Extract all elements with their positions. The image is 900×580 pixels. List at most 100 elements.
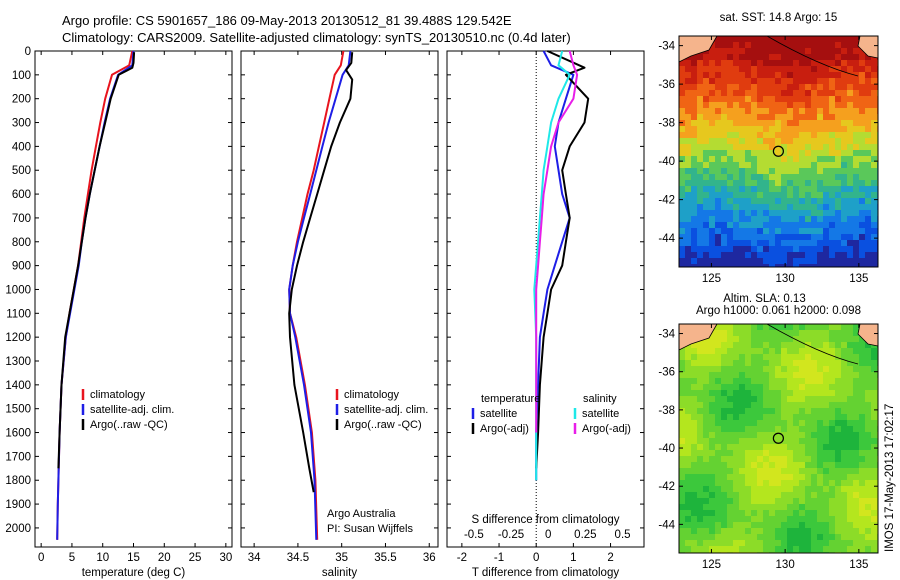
heatmap-cell [865, 228, 872, 235]
heatmap-cell [859, 510, 866, 517]
y-tick-label: -40 [658, 156, 675, 168]
heatmap-cell [865, 150, 872, 157]
heatmap-cell [847, 462, 854, 469]
heatmap-cell [715, 444, 722, 451]
heatmap-cell [715, 474, 722, 481]
heatmap-cell [739, 174, 746, 181]
heatmap-cell [847, 48, 854, 55]
heatmap-cell [745, 120, 752, 127]
heatmap-cell [811, 90, 818, 97]
legend-label: Argo(-adj) [480, 423, 529, 435]
heatmap-cell [805, 120, 812, 127]
heatmap-cell [721, 432, 728, 439]
heatmap-cell [829, 138, 836, 145]
heatmap-cell [787, 36, 794, 43]
heatmap-cell [721, 486, 728, 493]
heatmap-cell [835, 120, 842, 127]
heatmap-cell [835, 342, 842, 349]
heatmap-cell [859, 264, 866, 268]
heatmap-cell [853, 246, 860, 253]
salinity-tick-label: 0 [545, 529, 551, 541]
heatmap-cell [829, 102, 836, 109]
heatmap-cell [727, 222, 734, 229]
heatmap-cell [853, 414, 860, 421]
heatmap-cell [685, 348, 692, 355]
heatmap-cell [841, 534, 848, 541]
heatmap-cell [865, 132, 872, 139]
heatmap-cell [763, 156, 770, 163]
heatmap-cell [823, 330, 830, 337]
heatmap-cell [859, 78, 866, 85]
heatmap-cell [727, 432, 734, 439]
heatmap-cell [685, 228, 692, 235]
heatmap-cell [853, 402, 860, 409]
heatmap-cell [793, 108, 800, 115]
heatmap-cell [859, 48, 866, 55]
heatmap-cell [817, 162, 824, 169]
heatmap-cell [721, 504, 728, 511]
heatmap-cell [871, 366, 878, 373]
heatmap-cell [781, 228, 788, 235]
heatmap-cell [871, 420, 878, 427]
heatmap-cell [823, 126, 830, 133]
heatmap-cell [763, 216, 770, 223]
heatmap-cell [823, 384, 830, 391]
heatmap-cell [829, 174, 836, 181]
heatmap-cell [829, 108, 836, 115]
heatmap-cell [805, 156, 812, 163]
heatmap-cell [871, 150, 878, 157]
heatmap-cell [775, 510, 782, 517]
heatmap-cell [775, 54, 782, 61]
heatmap-cell [835, 36, 842, 43]
heatmap-cell [799, 168, 806, 175]
heatmap-cell [757, 528, 764, 535]
heatmap-cell [805, 150, 812, 157]
heatmap-cell [697, 342, 704, 349]
y-tick-label: 1500 [5, 404, 31, 416]
heatmap-cell [811, 426, 818, 433]
heatmap-cell [739, 66, 746, 73]
heatmap-cell [691, 138, 698, 145]
heatmap-cell [841, 132, 848, 139]
map-title: Altim. SLA: 0.13 [723, 293, 805, 305]
heatmap-cell [787, 198, 794, 205]
heatmap-cell [733, 216, 740, 223]
heatmap-cell [733, 510, 740, 517]
heatmap-cell [727, 126, 734, 133]
heatmap-cell [709, 258, 716, 265]
heatmap-cell [763, 192, 770, 199]
heatmap-cell [685, 396, 692, 403]
heatmap-cell [817, 534, 824, 541]
heatmap-cell [787, 432, 794, 439]
annotation-line: Argo Australia [327, 508, 396, 520]
heatmap-cell [841, 516, 848, 523]
heatmap-cell [823, 474, 830, 481]
heatmap-cell [757, 240, 764, 247]
heatmap-cell [775, 156, 782, 163]
heatmap-cell [865, 426, 872, 433]
heatmap-cell [811, 366, 818, 373]
heatmap-cell [811, 354, 818, 361]
heatmap-cell [757, 120, 764, 127]
heatmap-cell [721, 114, 728, 121]
heatmap-cell [799, 54, 806, 61]
heatmap-cell [769, 342, 776, 349]
heatmap-cell [841, 360, 848, 367]
heatmap-cell [805, 534, 812, 541]
heatmap-cell [769, 132, 776, 139]
heatmap-cell [823, 150, 830, 157]
heatmap-cell [847, 438, 854, 445]
heatmap-cell [745, 48, 752, 55]
heatmap-cell [865, 264, 872, 268]
heatmap-cell [799, 234, 806, 241]
heatmap-cell [715, 516, 722, 523]
heatmap-cell [697, 186, 704, 193]
heatmap-cell [799, 222, 806, 229]
heatmap-cell [751, 60, 758, 67]
heatmap-cell [787, 486, 794, 493]
heatmap-cell [679, 462, 686, 469]
heatmap-cell [799, 366, 806, 373]
heatmap-cell [871, 192, 878, 199]
heatmap-cell [703, 522, 710, 529]
